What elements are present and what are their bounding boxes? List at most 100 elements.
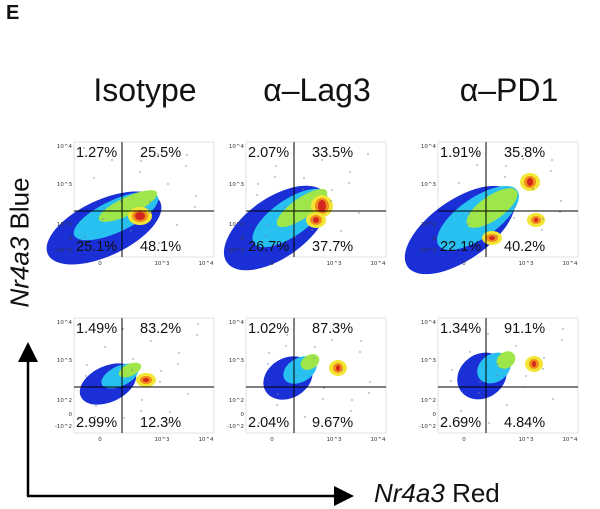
event-dot <box>541 229 543 231</box>
event-dot <box>467 223 469 225</box>
event-dot <box>486 194 488 196</box>
density-hotspot-core <box>135 212 145 220</box>
y-tick-label: 10^3 <box>421 358 437 364</box>
event-dot <box>122 328 124 330</box>
event-dot <box>341 369 343 371</box>
quadrant-upper-left-label: 1.91% <box>440 145 482 161</box>
event-dot <box>295 375 297 377</box>
flow-plot-2-5: -10^2 0 10^2 10^3 10^4 0 10^3 10^4 1.34% 91.1% 2.6… <box>419 317 587 446</box>
event-dot <box>286 334 288 336</box>
event-dot <box>534 416 536 418</box>
event-dot <box>504 176 506 178</box>
event-dot <box>303 177 305 179</box>
quadrant-upper-right-label: 25.5% <box>140 145 182 161</box>
event-dot <box>158 242 160 244</box>
event-dot <box>312 218 314 220</box>
event-dot <box>294 236 296 238</box>
quadrant-lower-left-label: 2.69% <box>440 415 482 431</box>
event-dot <box>176 224 178 226</box>
column-title-anti-lag3: α–Lag3 <box>263 72 371 108</box>
x-tick-label: 10^3 <box>518 437 534 443</box>
x-tick-label: 10^3 <box>326 437 342 443</box>
flow-plot-1-0: -10^2 0 10^2 10^3 10^4 0 10^3 10^4 1.27% 25.5% 25.… <box>46 141 223 270</box>
quadrant-upper-right-label: 87.3% <box>312 321 354 337</box>
event-dot <box>450 380 452 382</box>
density-layer-2 <box>496 351 516 369</box>
quadrant-upper-right-label: 35.8% <box>504 145 546 161</box>
event-dot <box>130 230 132 232</box>
event-dot <box>132 358 134 360</box>
density-hotspot-core <box>313 217 319 223</box>
event-dot <box>111 159 113 161</box>
density-hotspot-core <box>336 365 340 371</box>
x-tick-label: 0 <box>462 261 466 267</box>
event-dot <box>478 392 480 394</box>
y-tick-label: 10^3 <box>421 182 437 188</box>
event-dot <box>159 381 161 383</box>
event-dot <box>268 352 270 354</box>
quadrant-lower-left-label: 22.1% <box>440 239 482 255</box>
flow-plot-1-1: -10^2 0 10^2 10^3 10^4 0 10^3 10^4 2.07% 33.5% 26.… <box>223 141 395 271</box>
flow-plot-svg: -10^2 0 10^2 10^3 10^4 0 10^3 10^4 <box>419 317 579 443</box>
event-dot <box>149 201 151 203</box>
event-dot <box>551 159 553 161</box>
event-dot <box>367 153 369 155</box>
y-tick-label: -10^2 <box>419 424 436 430</box>
flow-plot-2-3: -10^2 0 10^2 10^3 10^4 0 10^3 10^4 1.49% 83.2% 2.9… <box>55 317 223 446</box>
event-dot <box>506 404 508 406</box>
quadrant-upper-left-label: 2.07% <box>248 145 290 161</box>
x-tick-label: 0 <box>462 437 466 443</box>
event-dot <box>542 368 544 370</box>
event-dot <box>451 369 453 371</box>
x-tick-label: 10^4 <box>198 261 214 267</box>
y-tick-label: 10^3 <box>57 358 73 364</box>
event-dot <box>332 328 334 330</box>
quadrant-lower-right-label: 4.84% <box>504 415 546 431</box>
event-dot <box>304 416 306 418</box>
flow-plot-svg: -10^2 0 10^2 10^3 10^4 0 10^3 10^4 <box>227 317 387 443</box>
quadrant-lower-right-label: 12.3% <box>140 415 182 431</box>
y-tick-label: 10^4 <box>229 144 245 150</box>
x-tick-label: 10^3 <box>326 261 342 267</box>
event-dot <box>322 398 324 400</box>
quadrant-upper-right-label: 91.1% <box>504 321 546 337</box>
event-dot <box>358 212 360 214</box>
event-dot <box>84 236 86 238</box>
event-dot <box>560 200 562 202</box>
quadrant-upper-left-label: 1.02% <box>248 321 290 337</box>
event-dot <box>103 207 105 209</box>
event-dot <box>275 165 277 167</box>
y-tick-label: 10^2 <box>229 222 244 228</box>
event-dot <box>276 404 278 406</box>
event-dot <box>350 410 352 412</box>
event-dot <box>331 189 333 191</box>
x-tick-label: 10^4 <box>198 437 214 443</box>
event-dot <box>525 375 527 377</box>
event-dot <box>187 393 189 395</box>
event-dot <box>330 200 332 202</box>
density-layer-2 <box>118 362 142 378</box>
event-dot <box>339 241 341 243</box>
event-dot <box>258 422 260 424</box>
density-hotspot-core <box>527 178 533 186</box>
event-dot <box>369 381 371 383</box>
x-tick-label: 0 <box>270 261 274 267</box>
event-dot <box>468 212 470 214</box>
event-dot <box>522 158 524 160</box>
density-hotspot-core <box>143 378 149 382</box>
event-dot <box>83 147 85 149</box>
event-dot <box>257 183 259 185</box>
flow-plot-svg: -10^2 0 10^2 10^3 10^4 0 10^3 10^4 <box>46 141 215 267</box>
quadrant-upper-left-label: 1.49% <box>76 321 118 337</box>
event-dot <box>102 218 104 220</box>
event-dot <box>277 393 279 395</box>
event-dot <box>141 399 143 401</box>
flow-plot-svg: -10^2 0 10^2 10^3 10^4 0 10^3 10^4 <box>55 317 215 443</box>
x-tick-label: 10^4 <box>370 437 386 443</box>
density-layer-2 <box>98 190 158 222</box>
y-tick-label: 0 <box>433 412 437 418</box>
event-dot <box>95 405 97 407</box>
y-tick-label: 10^2 <box>421 222 436 228</box>
event-dot <box>515 345 517 347</box>
